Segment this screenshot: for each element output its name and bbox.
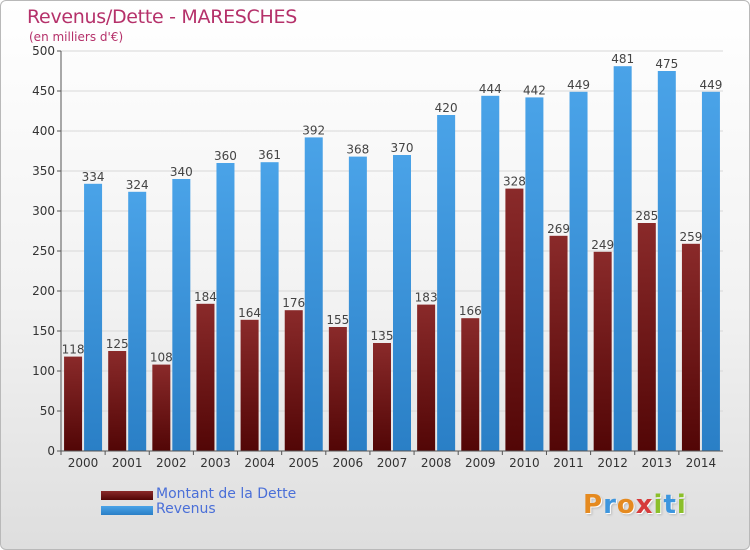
bar-revenue-2005 [304,137,323,451]
data-label-revenue-2014: 449 [699,78,722,92]
data-label-debt-2008: 183 [415,291,438,305]
x-tick-label-2008: 2008 [421,456,452,470]
data-label-debt-2014: 259 [679,230,702,244]
y-tick-label: 500 [32,44,55,58]
data-label-revenue-2009: 444 [479,82,502,96]
bar-debt-2002 [152,364,171,451]
data-label-revenue-2008: 420 [435,101,458,115]
x-tick-label-2000: 2000 [68,456,99,470]
y-tick-label: 100 [32,364,55,378]
bar-debt-2014 [681,243,700,451]
bar-revenue-2007 [393,155,411,451]
data-label-debt-2005: 176 [282,296,305,310]
bar-revenue-2010 [525,97,544,452]
bar-revenue-2003 [216,163,235,451]
bar-debt-2010 [505,188,524,451]
bar-revenue-2014 [701,91,720,452]
y-tick-label: 300 [32,204,55,218]
data-label-revenue-2006: 368 [346,143,369,157]
bar-debt-2008 [417,304,436,451]
bar-debt-2009 [461,318,480,451]
bar-revenue-2012 [613,66,632,451]
data-label-revenue-2011: 449 [567,78,590,92]
data-label-revenue-2003: 360 [214,149,237,163]
bar-debt-2013 [637,223,656,451]
bar-revenue-2009 [481,95,500,452]
data-label-debt-2000: 118 [62,343,85,357]
x-tick-label-2012: 2012 [597,456,628,470]
data-label-revenue-2010: 442 [523,83,546,97]
bar-debt-2003 [196,303,215,451]
data-label-revenue-2002: 340 [170,165,193,179]
x-tick-label-2007: 2007 [377,456,408,470]
x-tick-label-2011: 2011 [553,456,584,470]
data-label-debt-2001: 125 [106,337,129,351]
y-tick-label: 200 [32,284,55,298]
x-tick-label-2014: 2014 [686,456,717,470]
y-tick-label: 0 [47,444,55,458]
bar-debt-2007 [373,343,391,451]
y-tick-label: 50 [40,404,55,418]
bar-debt-2005 [284,310,303,451]
bar-revenue-2011 [569,91,588,452]
chart-subtitle: (en milliers d'€) [29,30,124,44]
bar-revenue-2008 [437,115,456,451]
x-tick-label-2003: 2003 [200,456,231,470]
data-label-debt-2004: 164 [238,306,261,320]
data-label-debt-2011: 269 [547,222,570,236]
data-label-revenue-2000: 334 [82,170,105,184]
y-tick-label: 450 [32,84,55,98]
x-tick-label-2009: 2009 [465,456,496,470]
x-tick-label-2004: 2004 [244,456,275,470]
bar-debt-2006 [328,327,347,451]
data-label-revenue-2012: 481 [611,52,634,66]
chart-title: Revenus/Dette - MARESCHES [27,6,297,28]
legend-label-debt: Montant de la Dette [156,486,297,502]
bar-revenue-2000 [84,183,103,452]
data-label-revenue-2004: 361 [258,148,281,162]
data-label-debt-2012: 249 [591,238,614,252]
y-tick-label: 250 [32,244,55,258]
x-tick-label-2002: 2002 [156,456,187,470]
data-label-debt-2007: 135 [371,329,394,343]
data-label-revenue-2005: 392 [302,123,325,137]
legend-swatch-debt [101,491,153,500]
proxiti-logo: Proxiti [583,490,687,520]
bar-revenue-2006 [348,156,367,451]
bar-revenue-2001 [128,191,147,452]
data-label-debt-2010: 328 [503,175,526,189]
legend-label-revenue: Revenus [156,501,216,517]
bar-revenue-2013 [657,71,676,451]
y-tick-label: 350 [32,164,55,178]
data-label-revenue-2013: 475 [655,57,678,71]
data-label-revenue-2001: 324 [126,178,149,192]
data-label-debt-2006: 155 [326,313,349,327]
data-label-revenue-2007: 370 [391,141,414,155]
data-label-debt-2002: 108 [150,351,173,365]
data-label-debt-2013: 285 [635,209,658,223]
bar-revenue-2002 [172,179,191,451]
bar-debt-2012 [593,251,612,451]
y-tick-label: 400 [32,124,55,138]
bar-debt-2004 [240,319,259,451]
legend-swatch-revenue [101,506,153,515]
x-tick-label-2013: 2013 [642,456,673,470]
bar-revenue-2004 [260,162,279,451]
x-tick-label-2005: 2005 [288,456,319,470]
data-label-debt-2003: 184 [194,290,217,304]
x-tick-label-2010: 2010 [509,456,540,470]
x-tick-label-2006: 2006 [333,456,364,470]
y-tick-label: 150 [32,324,55,338]
bar-debt-2011 [549,235,568,451]
x-tick-label-2001: 2001 [112,456,143,470]
data-label-debt-2009: 166 [459,304,482,318]
bar-debt-2001 [108,351,127,451]
bar-debt-2000 [64,356,83,451]
